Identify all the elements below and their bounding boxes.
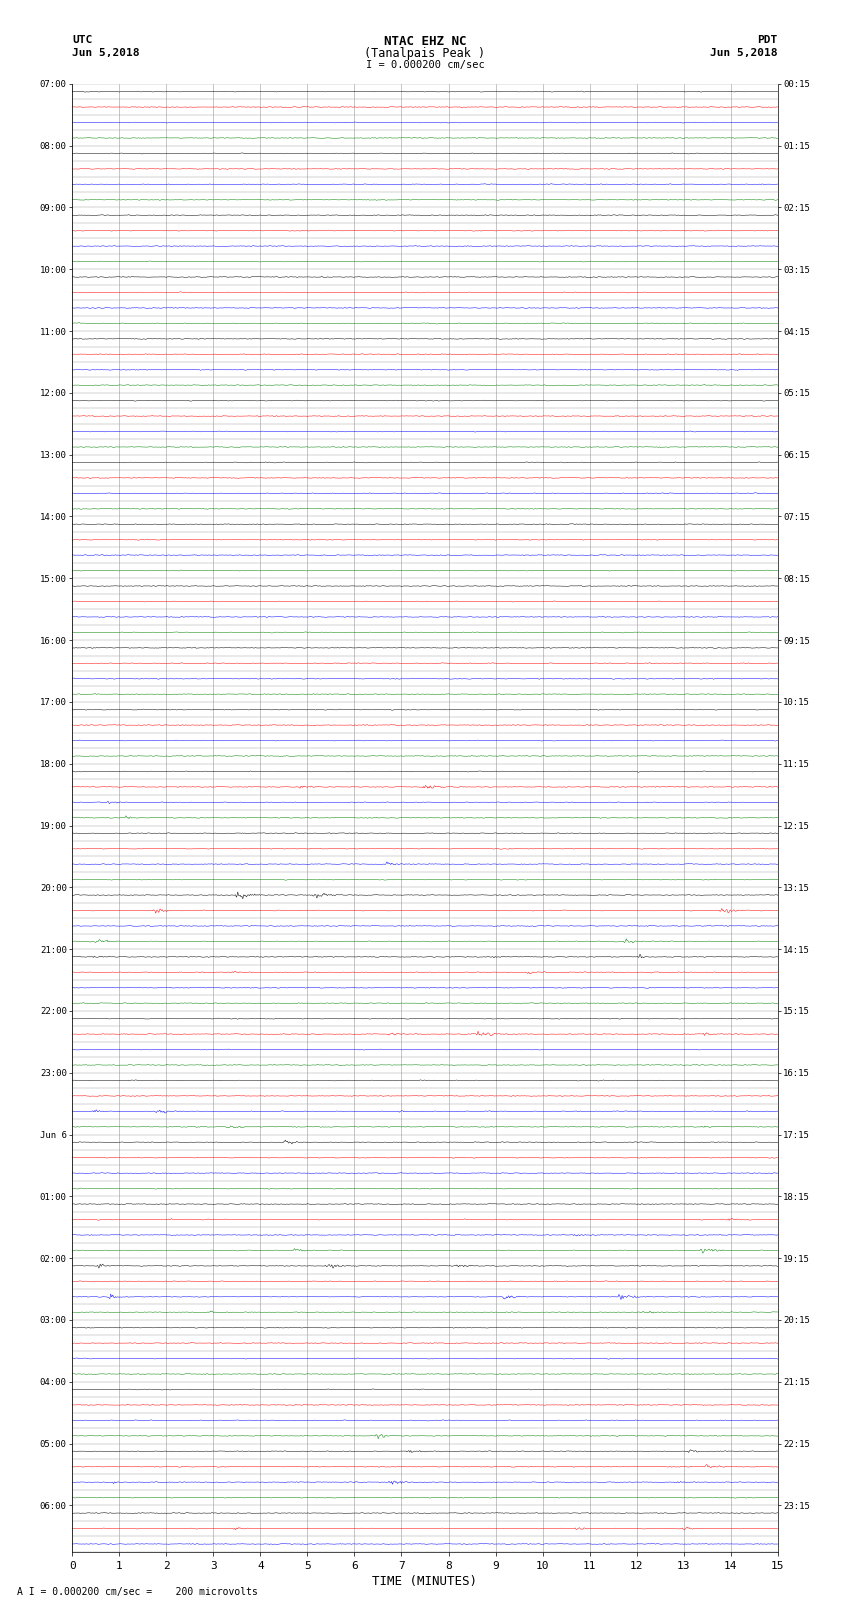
Text: A I = 0.000200 cm/sec =    200 microvolts: A I = 0.000200 cm/sec = 200 microvolts (17, 1587, 258, 1597)
Text: PDT: PDT (757, 35, 778, 45)
X-axis label: TIME (MINUTES): TIME (MINUTES) (372, 1574, 478, 1587)
Text: I = 0.000200 cm/sec: I = 0.000200 cm/sec (366, 60, 484, 69)
Text: Jun 5,2018: Jun 5,2018 (711, 48, 778, 58)
Text: NTAC EHZ NC: NTAC EHZ NC (383, 35, 467, 48)
Text: (Tanalpais Peak ): (Tanalpais Peak ) (365, 47, 485, 60)
Text: UTC: UTC (72, 35, 93, 45)
Text: Jun 5,2018: Jun 5,2018 (72, 48, 139, 58)
